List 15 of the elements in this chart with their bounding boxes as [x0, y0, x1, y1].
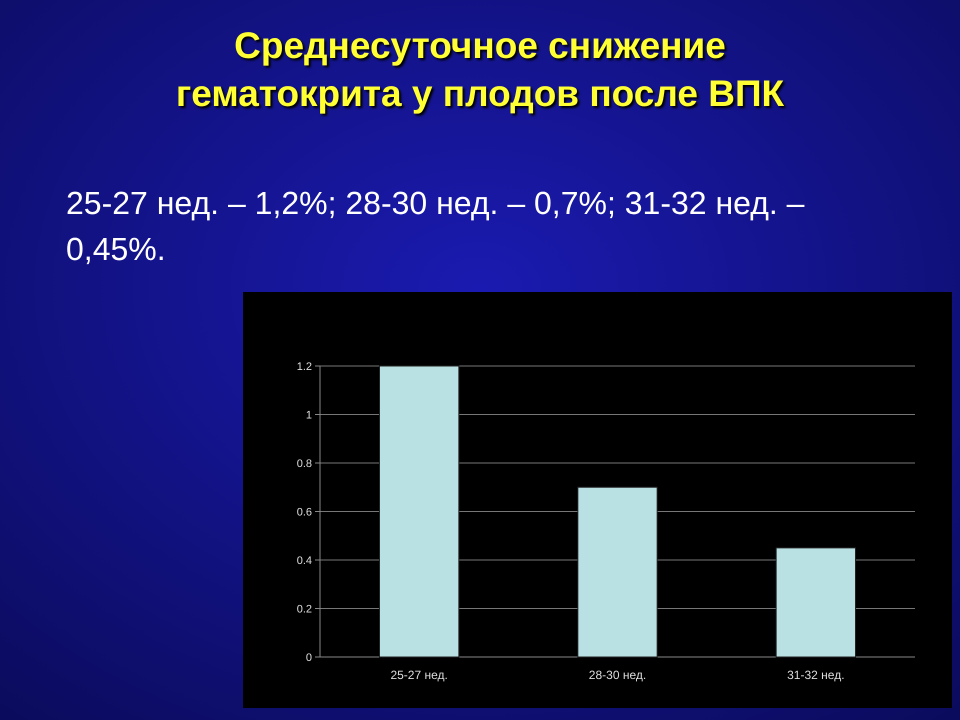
y-tick-label: 0: [306, 652, 312, 664]
y-tick-label: 0.4: [296, 554, 312, 567]
chart-title: Среднесуточное снижение гематокрита у плодов после ВПК: [174, 24, 786, 116]
chart-subtitle: 25-27 нед. – 1,2%; 28-30 нед. – 0,7%; 31-32 нед. – 0,45%.: [65, 184, 806, 269]
y-tick-label: 0.6: [296, 506, 312, 518]
x-tick-label: 28-30 нед.: [588, 668, 646, 682]
x-tick-label: 25-27 нед.: [390, 668, 448, 682]
x-tick-label: 31-32 нед.: [787, 668, 845, 682]
y-tick-label: 1: [306, 409, 312, 422]
bar: [577, 486, 658, 658]
y-tick-label: 1.2: [296, 360, 312, 373]
bar: [379, 366, 460, 658]
y-tick-label: 0.2: [296, 603, 312, 616]
y-tick-label: 0.8: [296, 458, 312, 470]
bar: [776, 547, 856, 658]
